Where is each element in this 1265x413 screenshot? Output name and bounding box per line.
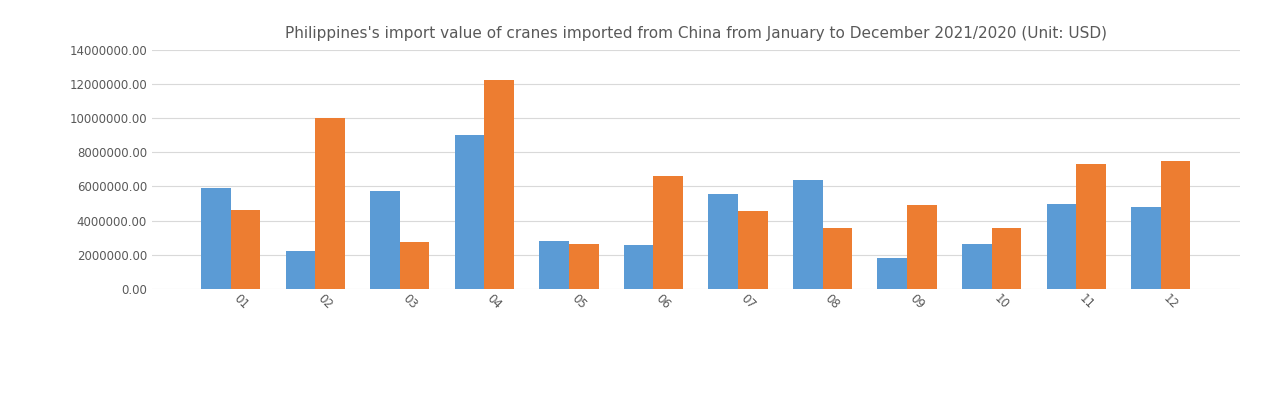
- Bar: [286, 252, 315, 289]
- Bar: [1046, 204, 1077, 289]
- Bar: [708, 194, 737, 289]
- Bar: [624, 245, 654, 289]
- Bar: [961, 244, 992, 289]
- Bar: [569, 244, 598, 289]
- Bar: [793, 180, 822, 289]
- Bar: [230, 210, 261, 289]
- Bar: [1131, 207, 1161, 289]
- Bar: [400, 242, 430, 289]
- Bar: [822, 228, 853, 289]
- Bar: [737, 211, 768, 289]
- Bar: [878, 258, 907, 289]
- Bar: [201, 188, 230, 289]
- Bar: [907, 205, 936, 289]
- Bar: [539, 241, 569, 289]
- Bar: [371, 191, 400, 289]
- Bar: [654, 176, 683, 289]
- Bar: [455, 135, 484, 289]
- Title: Philippines's import value of cranes imported from China from January to Decembe: Philippines's import value of cranes imp…: [285, 26, 1107, 41]
- Bar: [992, 228, 1021, 289]
- Bar: [484, 81, 514, 289]
- Bar: [1077, 164, 1106, 289]
- Bar: [1161, 161, 1190, 289]
- Bar: [315, 118, 345, 289]
